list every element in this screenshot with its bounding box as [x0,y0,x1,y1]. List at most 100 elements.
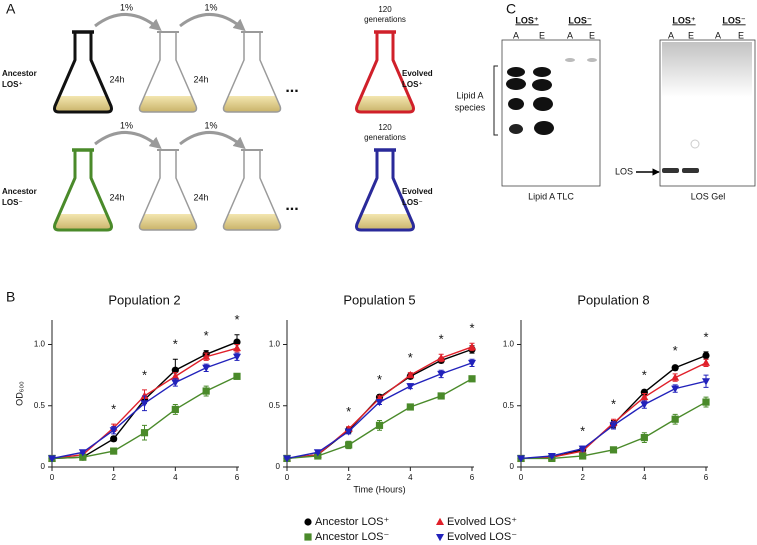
x-tick-label: 6 [235,473,240,482]
marker [233,372,241,380]
panel-label: A [6,1,16,17]
flask [138,150,198,231]
significance-star: * [642,367,647,382]
significance-star: * [673,343,678,358]
x-tick-label: 4 [173,473,178,482]
marker [345,441,353,449]
marker [109,427,118,435]
legend-marker [304,518,312,526]
time-label: 24h [109,74,124,84]
y-tick-label: 0 [41,462,46,471]
transfer-label: 1% [204,120,217,130]
marker [671,385,680,393]
marker [202,352,211,360]
marker [640,401,649,409]
marker [671,373,680,381]
marker [437,353,446,361]
legend-label: Ancestor LOS⁻ [315,531,389,543]
flask-liquid [54,214,112,230]
lane-label: A [567,30,573,40]
lane-header: LOS⁻ [722,15,746,25]
lane-label: A [513,30,519,40]
y-tick-label: 1.0 [34,340,46,349]
significance-star: * [111,402,116,417]
transfer-label: 1% [204,2,217,12]
marker [283,455,291,463]
flask [53,150,113,232]
significance-star: * [377,372,382,387]
generations-label: generations [364,133,406,142]
marker [640,388,648,396]
significance-star: * [439,332,444,347]
bracket-label: species [455,102,486,112]
generations-label: generations [364,15,406,24]
time-label: 24h [193,74,208,84]
bracket-label: Lipid A [456,90,483,100]
lane-label: E [539,30,545,40]
marker [313,449,322,457]
significance-star: * [703,329,708,344]
significance-star: * [346,404,351,419]
marker [640,434,648,442]
marker [579,452,587,460]
marker [578,445,587,453]
x-tick-label: 0 [285,473,290,482]
arrow-label: LOS [615,166,633,176]
marker [140,391,149,399]
marker [671,415,679,423]
flask [222,32,282,113]
transfer-label: 1% [120,120,133,130]
transfer-arrow [94,131,162,150]
significance-star: * [204,328,209,343]
x-tick-label: 2 [346,473,351,482]
image-caption: Lipid A TLC [528,191,574,201]
marker [110,435,118,443]
chart-title: Population 5 [343,292,415,307]
transfer-arrow [179,13,246,32]
x-tick-label: 4 [408,473,413,482]
legend-label: Evolved LOS⁻ [447,531,517,543]
ellipsis: ... [285,79,298,96]
y-tick-label: 0.5 [34,401,46,410]
legend-marker [436,534,444,542]
axis-line [520,320,708,468]
marker [79,453,87,461]
marker [140,429,149,437]
marker [702,351,710,360]
gel-image [636,39,756,187]
tlc-image [493,39,601,187]
chart-title: Population 2 [108,292,180,307]
lane-label: A [715,30,721,40]
strain-label: LOS⁺ [2,80,23,89]
lane-label: E [589,30,595,40]
legend-label: Evolved LOS⁺ [447,516,517,528]
marker [110,447,118,455]
marker [437,370,446,379]
x-tick-label: 0 [50,473,55,482]
image-caption: LOS Gel [691,191,726,201]
generations-label: 120 [378,123,392,132]
lane-header: LOS⁺ [515,15,539,25]
marker [375,399,384,407]
flask-liquid [139,214,197,230]
flask-liquid [54,96,112,112]
flask [222,150,282,231]
marker [702,358,710,366]
marker [547,452,556,461]
flask-liquid [223,96,281,112]
axis-line [51,320,239,468]
marker [233,343,241,352]
strain-label: Evolved [402,187,433,196]
y-tick-label: 0 [510,462,515,471]
significance-star: * [580,424,585,439]
flask-liquid [356,214,414,230]
transfer-label: 1% [120,2,133,12]
marker [437,392,445,400]
marker [171,379,180,387]
ellipsis: ... [285,197,298,214]
x-tick-label: 2 [111,473,116,482]
strain-label: Ancestor [2,69,37,78]
significance-star: * [234,312,239,327]
lane-label: E [688,30,694,40]
strain-label: LOS⁻ [402,198,423,207]
